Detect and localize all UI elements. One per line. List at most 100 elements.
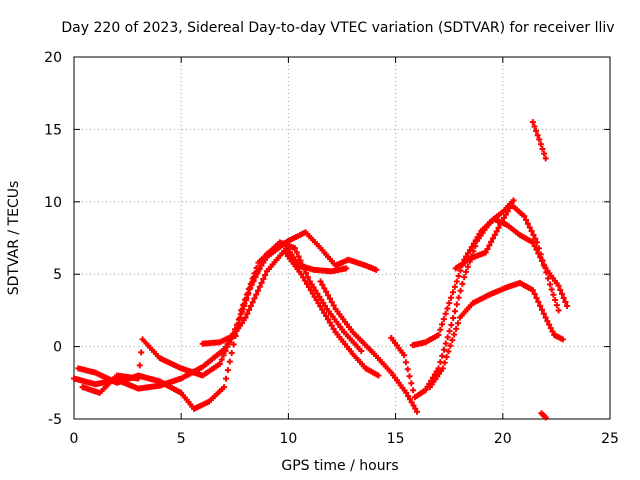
data-point: [328, 322, 335, 329]
data-point: [470, 248, 477, 255]
series-track-7: [409, 216, 571, 349]
data-point: [248, 281, 255, 288]
data-point: [548, 286, 555, 293]
y-tick-label: 0: [53, 340, 62, 356]
data-point: [306, 278, 313, 285]
data-point: [308, 281, 315, 288]
data-point: [249, 299, 256, 306]
data-point: [256, 266, 263, 273]
data-point: [230, 341, 237, 348]
data-point: [544, 318, 551, 325]
data-point: [404, 366, 411, 373]
plot-frame: [73, 56, 611, 420]
data-point: [537, 141, 544, 148]
data-point: [497, 221, 504, 228]
data-point: [451, 331, 458, 338]
data-point: [542, 414, 549, 421]
data-point: [453, 301, 460, 308]
data-point: [535, 298, 542, 305]
y-axis-label: SDTVAR / TECUs: [6, 181, 22, 296]
data-point: [222, 347, 229, 354]
data-point: [221, 384, 228, 391]
series-track-8: [426, 279, 566, 391]
data-point: [330, 325, 337, 332]
data-point: [555, 282, 562, 289]
data-point: [312, 287, 319, 294]
data-point: [486, 242, 493, 249]
data-point: [531, 291, 538, 298]
data-point: [439, 365, 446, 372]
y-tick-label: -5: [48, 412, 62, 428]
data-point: [241, 303, 248, 310]
data-point: [558, 290, 565, 297]
data-point: [322, 302, 329, 309]
data-point: [226, 358, 233, 365]
data-point: [295, 253, 302, 260]
data-point: [491, 231, 498, 238]
data-point: [455, 273, 462, 280]
data-point: [401, 352, 408, 359]
data-point: [510, 197, 517, 204]
data-point: [422, 387, 429, 394]
data-point: [448, 321, 455, 328]
data-point: [529, 119, 536, 126]
data-point: [410, 387, 417, 394]
data-point: [465, 250, 472, 257]
data-point: [410, 402, 417, 409]
data-point: [534, 132, 541, 139]
data-point: [441, 359, 448, 366]
data-point: [321, 285, 328, 292]
data-point: [493, 228, 500, 235]
data-point: [450, 315, 457, 322]
data-point: [532, 235, 539, 242]
data-point: [135, 375, 142, 382]
data-point: [488, 238, 495, 245]
x-tick-label: 20: [494, 431, 512, 447]
data-point: [457, 287, 464, 294]
data-point: [534, 239, 541, 246]
series-track-9: [452, 201, 562, 314]
data-point: [314, 290, 321, 297]
data-point: [543, 269, 550, 276]
data-point: [533, 127, 540, 134]
data-point: [405, 393, 412, 400]
data-point: [546, 281, 553, 288]
data-point: [560, 294, 567, 301]
data-point: [138, 349, 145, 356]
data-point: [330, 302, 337, 309]
series-track-4: [199, 229, 380, 347]
data-point: [254, 270, 261, 277]
data-point: [530, 231, 537, 238]
data-point: [537, 302, 544, 309]
data-point: [504, 208, 511, 215]
data-point: [526, 224, 533, 231]
data-point: [260, 258, 267, 265]
data-point: [446, 300, 453, 307]
data-point: [440, 316, 447, 323]
data-point: [542, 155, 549, 162]
data-point: [489, 235, 496, 242]
y-tick-label: 5: [53, 267, 62, 283]
data-point: [457, 267, 464, 274]
data-point: [501, 214, 508, 221]
data-point: [449, 289, 456, 296]
data-point: [472, 237, 479, 244]
data-point: [408, 380, 415, 387]
data-point: [258, 279, 265, 286]
data-point: [239, 308, 246, 315]
data-point: [552, 296, 559, 303]
data-point: [320, 299, 327, 306]
x-tick-label: 5: [177, 431, 186, 447]
data-point: [406, 373, 413, 380]
data-point: [449, 337, 456, 344]
data-point: [495, 224, 502, 231]
data-point: [324, 316, 331, 323]
data-point: [536, 136, 543, 143]
data-point: [233, 326, 240, 333]
data-point: [445, 348, 452, 355]
data-point: [220, 352, 227, 359]
data-point: [444, 334, 451, 341]
data-point: [247, 303, 254, 310]
data-point: [464, 263, 471, 270]
data-point: [524, 220, 531, 227]
